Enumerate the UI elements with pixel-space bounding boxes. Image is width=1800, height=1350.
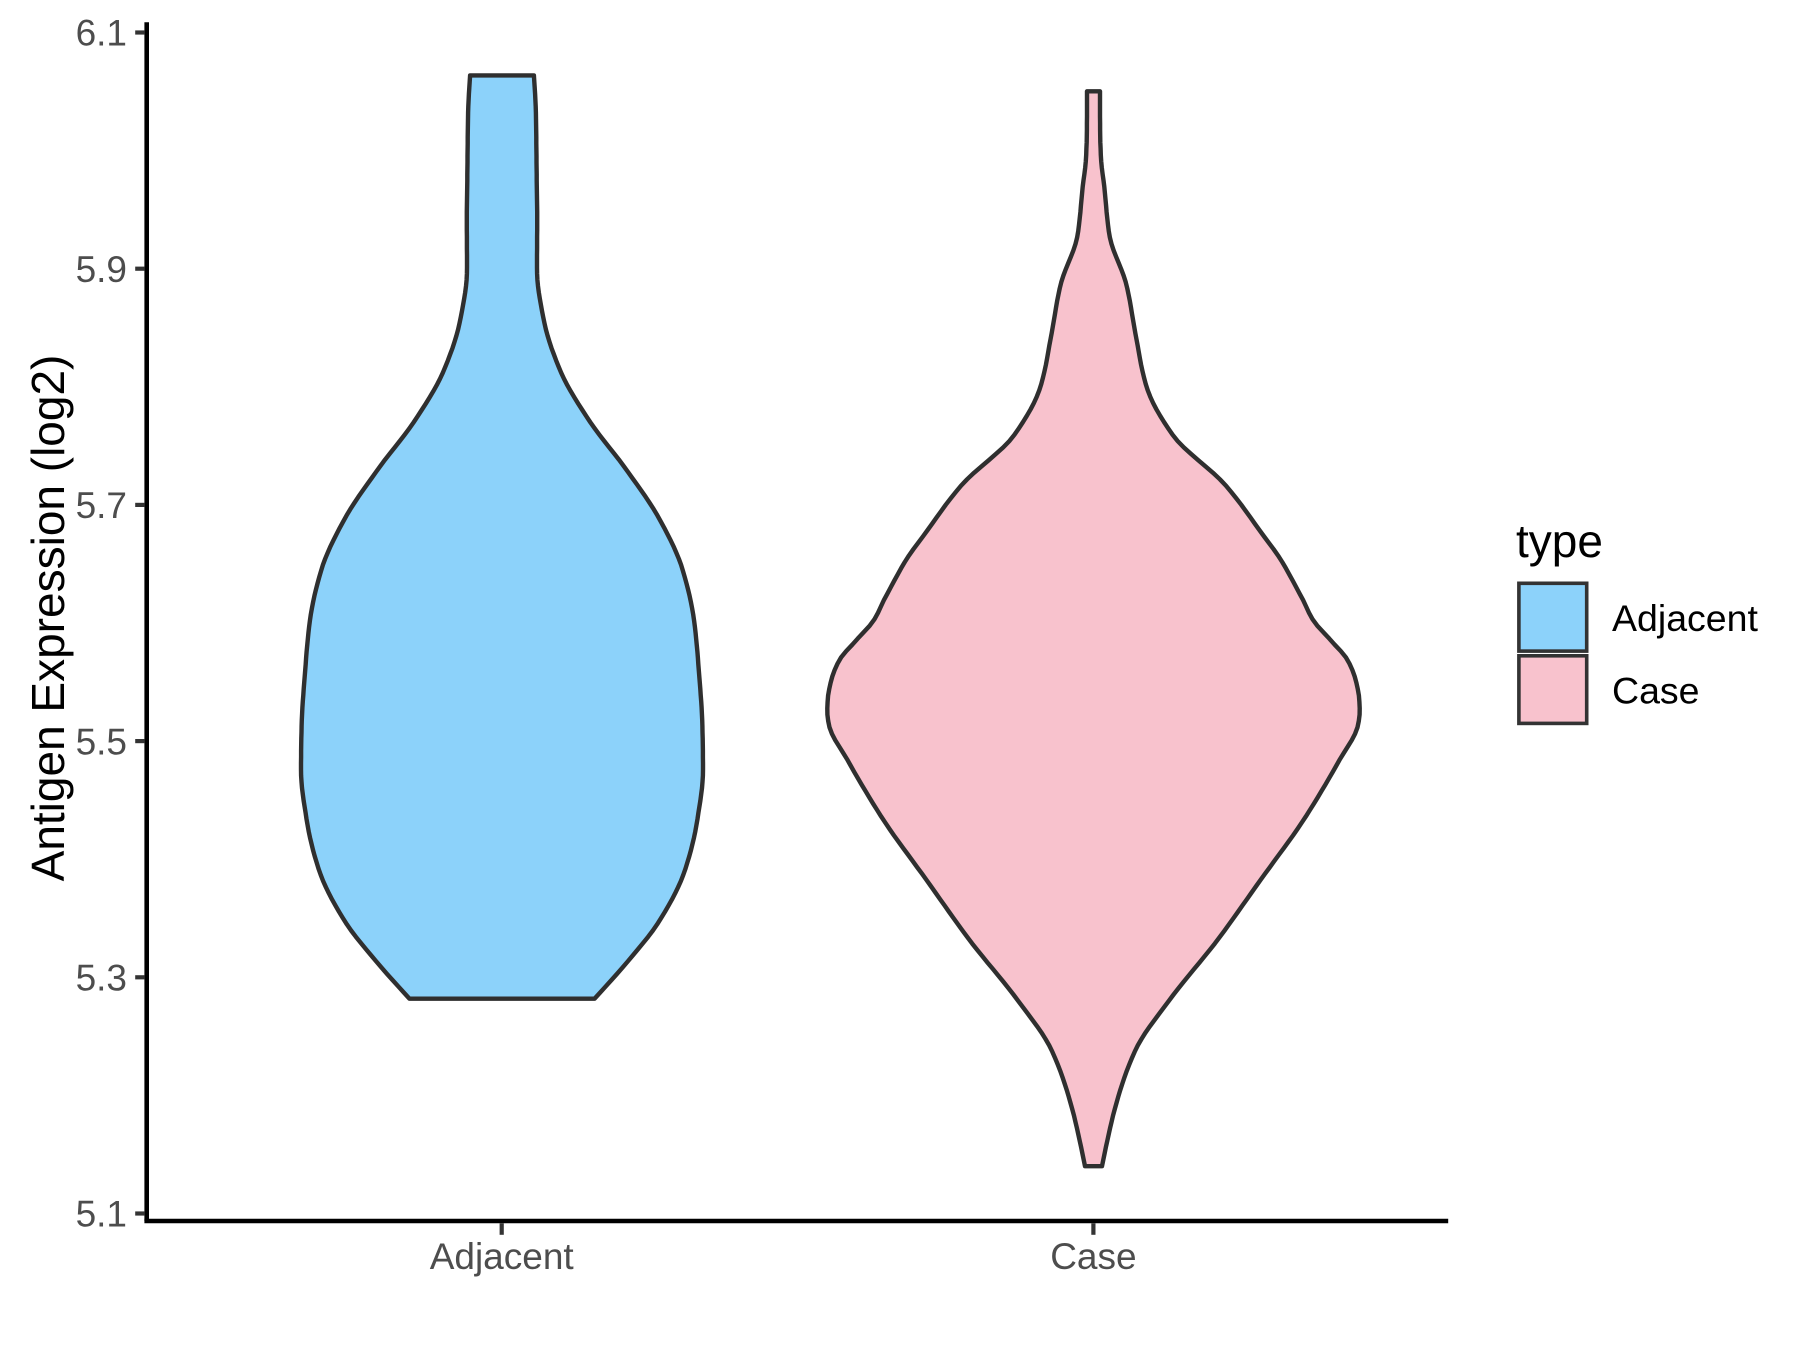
svg-text:Adjacent: Adjacent [1612,597,1759,639]
svg-text:Case: Case [1612,669,1700,711]
svg-text:5.5: 5.5 [76,721,127,762]
svg-text:Antigen Expression (log2): Antigen Expression (log2) [22,355,74,882]
svg-text:type: type [1516,515,1603,567]
svg-text:5.9: 5.9 [76,249,127,290]
svg-text:6.1: 6.1 [76,13,127,54]
svg-text:5.1: 5.1 [76,1194,127,1235]
svg-text:Adjacent: Adjacent [430,1236,575,1277]
svg-text:5.3: 5.3 [76,958,127,999]
svg-text:5.7: 5.7 [76,485,127,526]
svg-text:Case: Case [1050,1236,1136,1277]
